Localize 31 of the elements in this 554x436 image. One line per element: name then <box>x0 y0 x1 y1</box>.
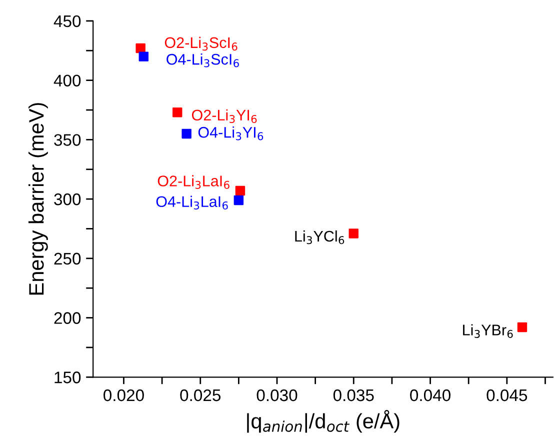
annotation: O4-Li$_{3}$YI$_{6}$ <box>198 126 264 140</box>
point <box>517 322 528 332</box>
x-tick-label: 0.020 <box>104 389 144 402</box>
annotation: Li$_{3}$YCl$_{6}$ <box>295 230 344 244</box>
x-tick-label: 0.040 <box>410 389 450 402</box>
y-tick-label: 200 <box>54 312 81 324</box>
annotation: O4-Li$_{3}$LaI$_{6}$ <box>156 196 228 210</box>
point <box>172 107 182 118</box>
y-tick-label: 300 <box>54 193 81 206</box>
y-tick-label: 400 <box>54 74 81 86</box>
point <box>182 128 192 139</box>
point <box>235 186 246 196</box>
y-axis-title: Energy barrier (meV) <box>28 103 48 295</box>
point <box>348 228 358 238</box>
x-tick-label: 0.030 <box>256 389 298 402</box>
point <box>136 43 146 54</box>
annotation: O2-Li$_{3}$LaI$_{6}$ <box>158 175 230 189</box>
x-tick-label: 0.045 <box>486 389 528 402</box>
y-tick-label: 150 <box>54 372 81 384</box>
y-tick-label: 450 <box>54 15 81 28</box>
annotation: O2-Li$_{3}$ScI$_{6}$ <box>164 36 238 51</box>
y-tick-label: 350 <box>54 134 81 146</box>
x-tick-label: 0.035 <box>333 389 374 402</box>
x-tick-label: 0.025 <box>180 389 221 402</box>
annotation: O2-Li$_{3}$YI$_{6}$ <box>192 109 257 124</box>
annotation: Li$_{3}$YBr$_{6}$ <box>463 324 513 338</box>
annotation: O4-Li$_{3}$ScI$_{6}$ <box>166 54 239 68</box>
point <box>234 195 244 206</box>
point <box>138 52 149 62</box>
x-axis-title: |q$_{anion}$|/d$_{oct}$ (e/Å) <box>247 410 400 433</box>
y-tick-label: 250 <box>54 252 81 265</box>
